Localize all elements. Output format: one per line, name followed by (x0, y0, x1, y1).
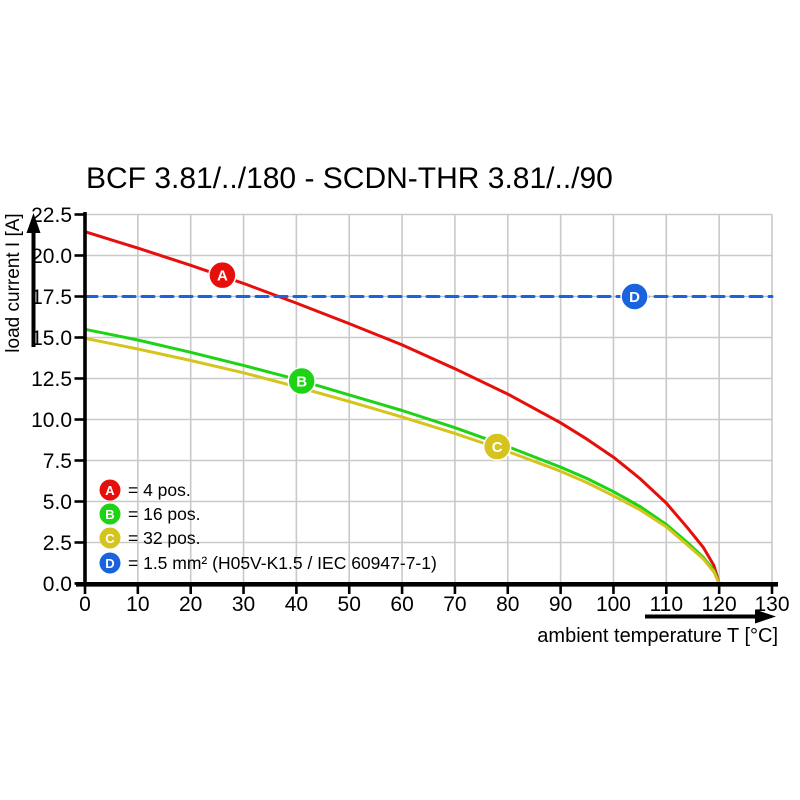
curve-marker-letter-C: C (492, 439, 503, 456)
curve-marker-B: B (287, 366, 316, 396)
curve-C (83, 336, 721, 585)
legend-item-a: A = 4 pos. (99, 479, 191, 501)
curve-marker-D: D (620, 282, 649, 311)
x-axis-label: ambient temperature T [°C] (537, 625, 778, 647)
x-tick-label: 90 (549, 593, 572, 616)
y-tick-label: 10.0 (31, 409, 72, 432)
x-tick-label: 60 (390, 593, 413, 616)
y-tick-label: 17.5 (31, 286, 72, 309)
curve-marker-circle-A (208, 260, 237, 290)
curve-markers-group: A B C D (208, 260, 649, 461)
chart-svg: BCF 3.81/../180 - SCDN-THR 3.81/../90 0 1… (3, 162, 790, 647)
curve-marker-circle-B (287, 366, 316, 396)
x-tick-label: 0 (79, 593, 91, 616)
legend-label-b: = 16 pos. (128, 504, 201, 524)
x-tick-label: 40 (285, 593, 308, 616)
y-tick-label: 20.0 (31, 245, 72, 268)
legend-item-c: C = 32 pos. (99, 527, 201, 549)
legend-swatch-a (99, 479, 121, 501)
legend-letter-c: C (105, 531, 115, 546)
y-tick-label: 7.5 (43, 450, 72, 473)
x-tick-label: 70 (443, 593, 466, 616)
y-axis-arrow-icon (26, 213, 41, 347)
x-tick-label: 130 (754, 593, 789, 616)
legend-item-b: B = 16 pos. (99, 503, 201, 525)
legend-swatch-d (99, 552, 121, 574)
curve-marker-circle-C (482, 432, 512, 461)
curve-marker-C: C (482, 432, 512, 461)
y-tick-label: 0.0 (43, 573, 72, 596)
curve-B (83, 327, 721, 585)
curve-marker-letter-B: B (296, 373, 307, 390)
legend-item-d: D = 1.5 mm² (H05V-K1.5 / IEC 60947-7-1) (99, 552, 437, 574)
legend-label-c: = 32 pos. (128, 528, 201, 548)
legend-label-d: = 1.5 mm² (H05V-K1.5 / IEC 60947-7-1) (128, 553, 437, 573)
curves-group (83, 230, 774, 585)
legend-letter-b: B (105, 507, 114, 522)
legend-label-a: = 4 pos. (128, 480, 191, 500)
x-axis-arrow-icon (645, 609, 776, 624)
curve-marker-A: A (208, 260, 237, 290)
x-tick-label: 120 (702, 593, 737, 616)
y-tick-label: 2.5 (43, 532, 72, 555)
x-tick-label: 10 (126, 593, 149, 616)
x-tick-label: 100 (596, 593, 631, 616)
y-tick-label: 15.0 (31, 327, 72, 350)
x-tick-label: 50 (338, 593, 361, 616)
curve-marker-letter-A: A (217, 268, 228, 285)
y-tick-label: 12.5 (31, 368, 72, 391)
y-tick-label: 5.0 (43, 491, 72, 514)
curve-marker-circle-D (620, 282, 649, 311)
curve-marker-letter-D: D (629, 289, 640, 306)
ticks-group: 0 10 20 30 40 50 60 70 80 90 100 110 120 130 0.0 2.5 5.0… (31, 204, 789, 616)
legend-letter-d: D (105, 556, 114, 571)
x-tick-label: 110 (650, 593, 683, 616)
x-tick-label: 30 (232, 593, 255, 616)
legend-swatch-c (99, 527, 121, 549)
chart-title: BCF 3.81/../180 - SCDN-THR 3.81/../90 (86, 162, 613, 195)
x-tick-label: 20 (179, 593, 202, 616)
legend: A = 4 pos. B = 16 pos. C = 32 pos. D = 1… (99, 479, 437, 574)
x-tick-label: 80 (496, 593, 519, 616)
y-tick-label: 22.5 (31, 204, 72, 227)
legend-swatch-b (99, 503, 121, 525)
y-axis-label: load current I [A] (3, 213, 24, 352)
legend-letter-a: A (105, 483, 115, 498)
